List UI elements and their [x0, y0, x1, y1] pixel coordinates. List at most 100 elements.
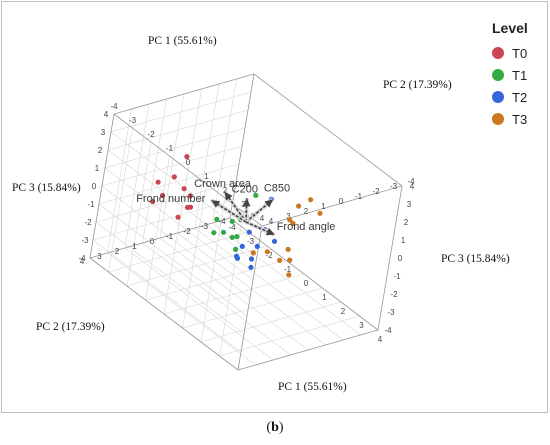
data-point-t3 — [285, 246, 291, 252]
tick-label: 2 — [115, 247, 120, 256]
grid-line — [98, 203, 248, 317]
data-point-t2 — [271, 238, 278, 244]
tick-label: 0 — [304, 279, 309, 288]
tick-label: 1 — [204, 172, 209, 181]
data-point-t1 — [229, 234, 235, 240]
legend-label-t1: T1 — [512, 67, 528, 83]
grid-line — [124, 247, 274, 361]
tick-label: 2 — [304, 207, 309, 216]
legend-item-t3[interactable]: T3 — [492, 108, 548, 130]
data-point-t3 — [296, 203, 302, 209]
loading-vector-crown-area — [223, 191, 247, 223]
grid-line — [95, 221, 245, 335]
vector-label-c850: C850 — [264, 182, 290, 194]
tick-label: 1 — [321, 202, 326, 211]
tick-label: -1 — [166, 232, 174, 241]
tick-label: 4 — [410, 182, 415, 191]
grid-line — [194, 227, 344, 341]
box-edge — [261, 185, 403, 227]
arrowhead-frond-angle — [265, 227, 275, 236]
tick-label: -2 — [183, 227, 191, 236]
box-edge — [229, 217, 379, 331]
tick-label: -3 — [247, 237, 255, 246]
data-point-t3 — [287, 257, 293, 263]
tick-label: 2 — [404, 218, 409, 227]
tick-label: -1 — [393, 272, 401, 281]
legend-swatch-t0 — [492, 47, 504, 59]
legend-label-t2: T2 — [512, 89, 528, 105]
legend-item-t1[interactable]: T1 — [492, 64, 548, 86]
data-point-t0 — [184, 154, 190, 160]
tick-label: -1 — [87, 200, 95, 209]
data-point-t2 — [234, 255, 241, 261]
box-edge — [89, 113, 115, 259]
tick-label: -2 — [372, 187, 380, 196]
legend-label-t0: T0 — [512, 45, 528, 61]
tick-label: -1 — [355, 192, 363, 201]
data-point-t3 — [287, 217, 293, 223]
tick-label: -3 — [387, 308, 395, 317]
data-point-t0 — [187, 204, 194, 210]
arrowhead-c850 — [264, 199, 273, 208]
data-point-t0 — [171, 174, 177, 180]
grid-line — [212, 222, 361, 336]
axis-title-layer: PC 1 (55.61%) PC 2 (17.39%) PC 3 (15.84%… — [12, 35, 510, 393]
data-point-t3 — [250, 250, 256, 256]
tick-label: 0 — [92, 182, 97, 191]
data-point-t2 — [246, 229, 252, 235]
data-point-t2 — [254, 243, 260, 249]
grid-line — [107, 149, 257, 263]
grid-line — [107, 109, 249, 151]
tick-label: 4 — [269, 217, 274, 226]
data-point-t2 — [239, 243, 245, 249]
tick-label: 2 — [341, 307, 346, 316]
figure-caption: (b) — [266, 420, 284, 435]
data-point-t1 — [253, 192, 259, 198]
box-edge — [237, 225, 263, 371]
legend: Level T0 T1 T2 T3 — [492, 20, 548, 130]
data-point-t0 — [175, 214, 181, 220]
data-point-t1 — [234, 234, 240, 240]
tick-label: 2 — [223, 186, 228, 195]
arrowhead-frond-number — [211, 200, 221, 208]
tick-label: 0 — [339, 197, 344, 206]
box-edge — [113, 73, 255, 115]
tick-label: -2 — [265, 251, 273, 260]
axis-title-pc2-top: PC 2 (17.39%) — [383, 79, 452, 91]
data-point-t3 — [290, 220, 296, 226]
legend-swatch-t1 — [492, 69, 504, 81]
plot-frame — [1, 1, 548, 413]
point-layer — [150, 154, 323, 278]
tick-label: 4 — [104, 110, 109, 119]
legend-item-t2[interactable]: T2 — [492, 86, 548, 108]
tick-label: 1 — [401, 236, 406, 245]
data-point-t1 — [220, 229, 227, 235]
box-edge — [89, 257, 239, 371]
data-point-t0 — [181, 186, 187, 192]
data-point-t2 — [248, 264, 254, 270]
loading-vector-frond-angle — [245, 221, 276, 236]
data-point-t1 — [211, 230, 217, 236]
data-point-t1 — [229, 218, 235, 224]
legend-label-t3: T3 — [512, 111, 528, 127]
data-point-t2 — [248, 256, 255, 262]
data-point-t3 — [264, 249, 270, 255]
data-point-t3 — [308, 197, 314, 203]
arrowhead-c200 — [242, 198, 251, 207]
grid-line — [104, 167, 254, 281]
tick-label: 4 — [260, 214, 265, 223]
arrow-layer — [210, 190, 276, 237]
tick-label: -2 — [147, 130, 155, 139]
vector-label-c200: C200 — [232, 183, 258, 195]
axis-title-pc3-right: PC 3 (15.84%) — [441, 253, 510, 265]
data-point-t3 — [277, 257, 283, 263]
tick-label: 2 — [98, 146, 103, 155]
tick-label: 3 — [101, 128, 106, 137]
data-point-t1 — [214, 216, 220, 222]
legend-item-t0[interactable]: T0 — [492, 42, 548, 64]
tick-label: -2 — [84, 218, 92, 227]
grid-line — [142, 242, 291, 356]
box-edge — [377, 185, 403, 331]
